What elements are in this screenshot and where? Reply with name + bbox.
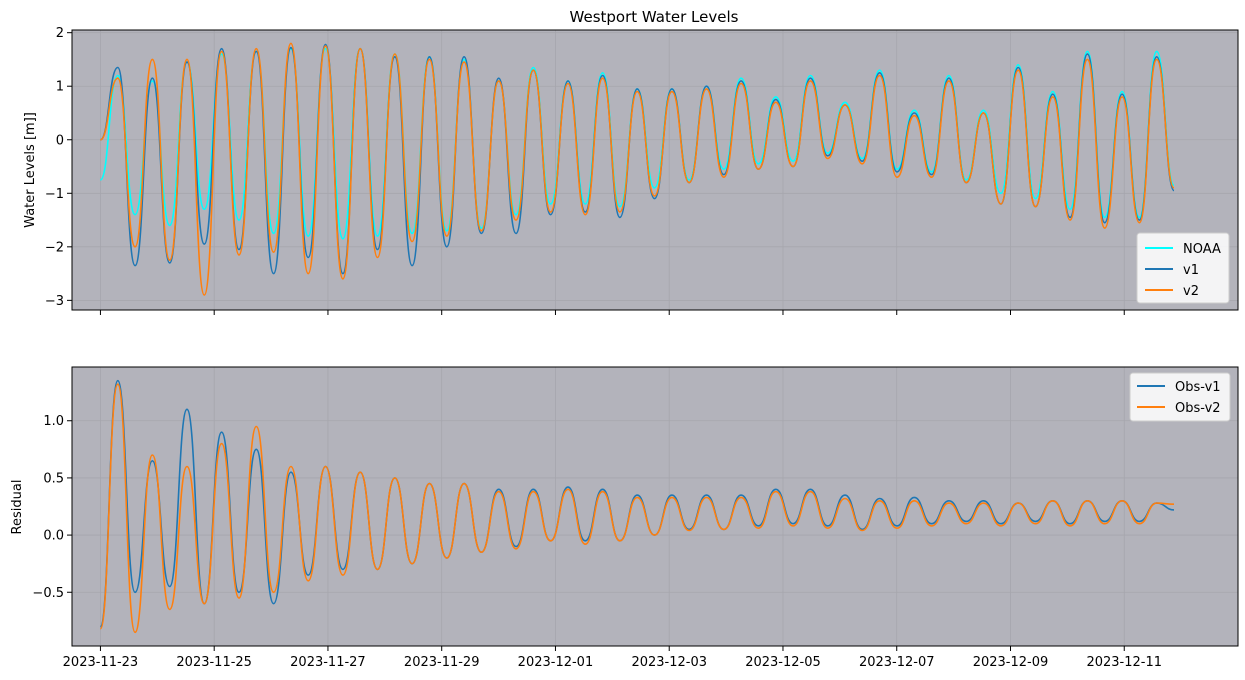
bot-y-tick-label: 0.0 (43, 529, 64, 544)
legend-label-v1: v1 (1183, 263, 1199, 278)
bot-x-tick-label: 2023-11-23 (63, 655, 139, 670)
bot-y-tick-label: −0.5 (32, 586, 64, 601)
top-y-axis-label: Water Levels [m]] (23, 112, 38, 228)
chart-title: Westport Water Levels (570, 8, 739, 26)
bot-x-tick-label: 2023-11-27 (290, 655, 366, 670)
bot-x-tick-label: 2023-12-09 (973, 655, 1049, 670)
top-y-tick-label: −2 (45, 240, 64, 255)
legend-label-obs-v1: Obs-v1 (1175, 380, 1221, 395)
bot-x-tick-label: 2023-11-25 (176, 655, 252, 670)
top-plot-border (71, 29, 1239, 311)
bot-x-tick-label: 2023-12-07 (859, 655, 935, 670)
bot-x-tick-label: 2023-12-11 (1086, 655, 1162, 670)
bot-x-tick-label: 2023-11-29 (404, 655, 480, 670)
bottom-series-group (99, 379, 1175, 634)
bot-y-tick-label: 1.0 (43, 414, 64, 429)
top-series-group (99, 42, 1175, 296)
series-line-obs-v2 (99, 383, 1175, 634)
bottom-plot-area (72, 367, 1238, 646)
top-gridlines (72, 30, 1238, 310)
bot-x-tick-label: 2023-12-05 (745, 655, 821, 670)
legend-label-v2: v2 (1183, 284, 1199, 299)
bottom-panel: 1.00.50.0−0.5 2023-11-23 2023-11-25 2023-1… (10, 366, 1239, 670)
bot-x-tick-label: 2023-12-01 (518, 655, 594, 670)
bottom-legend: Obs-v1 Obs-v2 (1129, 372, 1231, 422)
bot-x-tick-label: 2023-12-03 (631, 655, 707, 670)
legend-label-noaa: NOAA (1183, 242, 1221, 257)
top-legend: NOAA v1 v2 (1136, 232, 1230, 304)
bottom-y-ticks: 1.0 0.5 0.0 −0.5 (32, 414, 72, 601)
top-y-tick-label: 1 (56, 80, 64, 95)
top-x-ticks (99, 310, 1125, 315)
bottom-x-ticks: 2023-11-23 2023-11-25 2023-11-27 2023-11-29… (63, 646, 1162, 670)
top-panel: 2 1 0 −1 −2 −3 Water Levels [m]] NOAA v1 v2 (23, 26, 1239, 315)
top-legend-box (1136, 232, 1230, 304)
top-y-tick-label: 0 (56, 133, 64, 148)
bottom-y-axis-label: Residual (10, 480, 25, 535)
top-y-tick-label: 2 (56, 26, 64, 41)
bot-y-tick-label: 0.5 (43, 471, 64, 486)
top-y-tick-label: −1 (45, 187, 64, 202)
legend-label-obs-v2: Obs-v2 (1175, 401, 1221, 416)
series-line-v2 (99, 42, 1175, 296)
top-y-ticks: 2 1 0 −1 −2 −3 (45, 26, 72, 309)
top-y-tick-label: −3 (45, 294, 64, 309)
bottom-plot-border (71, 366, 1239, 647)
